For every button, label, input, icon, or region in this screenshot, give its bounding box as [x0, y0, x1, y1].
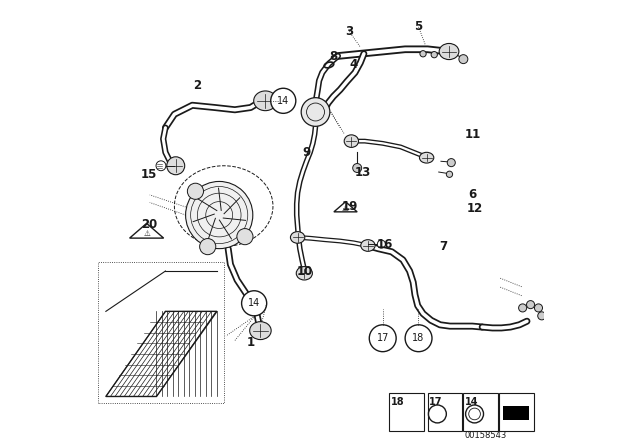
Circle shape — [534, 304, 543, 312]
Text: 1: 1 — [246, 336, 255, 349]
Circle shape — [518, 304, 527, 312]
Circle shape — [301, 98, 330, 126]
Text: ⚠: ⚠ — [342, 204, 349, 213]
Circle shape — [353, 164, 362, 172]
FancyBboxPatch shape — [504, 406, 529, 420]
Circle shape — [459, 55, 468, 64]
Ellipse shape — [344, 135, 358, 147]
Text: 00158543: 00158543 — [465, 431, 507, 440]
Text: 15: 15 — [141, 168, 157, 181]
Circle shape — [438, 418, 445, 425]
Ellipse shape — [167, 157, 185, 175]
Circle shape — [237, 228, 253, 245]
FancyBboxPatch shape — [428, 393, 463, 431]
Circle shape — [369, 325, 396, 352]
Text: 5: 5 — [415, 20, 422, 34]
Circle shape — [527, 301, 534, 309]
Circle shape — [404, 416, 411, 423]
Ellipse shape — [361, 240, 375, 251]
Circle shape — [186, 181, 253, 249]
Circle shape — [188, 183, 204, 199]
Text: 20: 20 — [141, 218, 157, 232]
Circle shape — [378, 240, 385, 248]
Text: 14: 14 — [248, 298, 260, 308]
Text: 2: 2 — [193, 78, 201, 92]
Text: 19: 19 — [342, 200, 358, 214]
Ellipse shape — [291, 232, 305, 243]
Circle shape — [271, 88, 296, 113]
Ellipse shape — [296, 267, 312, 280]
Text: 13: 13 — [355, 166, 371, 179]
Circle shape — [390, 416, 397, 423]
Circle shape — [242, 291, 267, 316]
Text: 14: 14 — [465, 397, 479, 407]
Ellipse shape — [253, 91, 277, 111]
FancyBboxPatch shape — [499, 393, 534, 431]
Text: 8: 8 — [330, 49, 337, 63]
Text: 11: 11 — [464, 128, 481, 141]
Ellipse shape — [394, 402, 408, 424]
Ellipse shape — [250, 322, 271, 340]
Text: 10: 10 — [296, 264, 312, 278]
Circle shape — [538, 312, 546, 320]
Text: 16: 16 — [377, 237, 393, 251]
Text: 18: 18 — [391, 397, 405, 407]
Ellipse shape — [406, 329, 429, 349]
Text: 12: 12 — [467, 202, 483, 215]
Circle shape — [431, 52, 437, 58]
Polygon shape — [106, 311, 217, 396]
Polygon shape — [503, 406, 504, 420]
Circle shape — [429, 418, 436, 425]
Circle shape — [446, 171, 452, 177]
Text: 3: 3 — [345, 25, 353, 38]
Text: 17: 17 — [429, 397, 443, 407]
Ellipse shape — [419, 152, 434, 163]
Text: 4: 4 — [349, 58, 358, 72]
Text: 7: 7 — [439, 240, 447, 253]
Circle shape — [447, 159, 455, 167]
Text: 9: 9 — [303, 146, 310, 159]
Ellipse shape — [439, 43, 459, 60]
Polygon shape — [334, 202, 357, 212]
Circle shape — [420, 51, 426, 57]
Text: ⚠: ⚠ — [143, 229, 150, 238]
Circle shape — [156, 161, 166, 171]
Text: 6: 6 — [468, 188, 476, 202]
Text: 14: 14 — [277, 96, 289, 106]
FancyBboxPatch shape — [389, 393, 424, 431]
Polygon shape — [130, 224, 164, 238]
FancyBboxPatch shape — [463, 393, 499, 431]
Ellipse shape — [371, 329, 394, 349]
Text: 17: 17 — [376, 333, 389, 343]
Circle shape — [405, 325, 432, 352]
Text: 18: 18 — [412, 333, 425, 343]
Circle shape — [200, 238, 216, 254]
